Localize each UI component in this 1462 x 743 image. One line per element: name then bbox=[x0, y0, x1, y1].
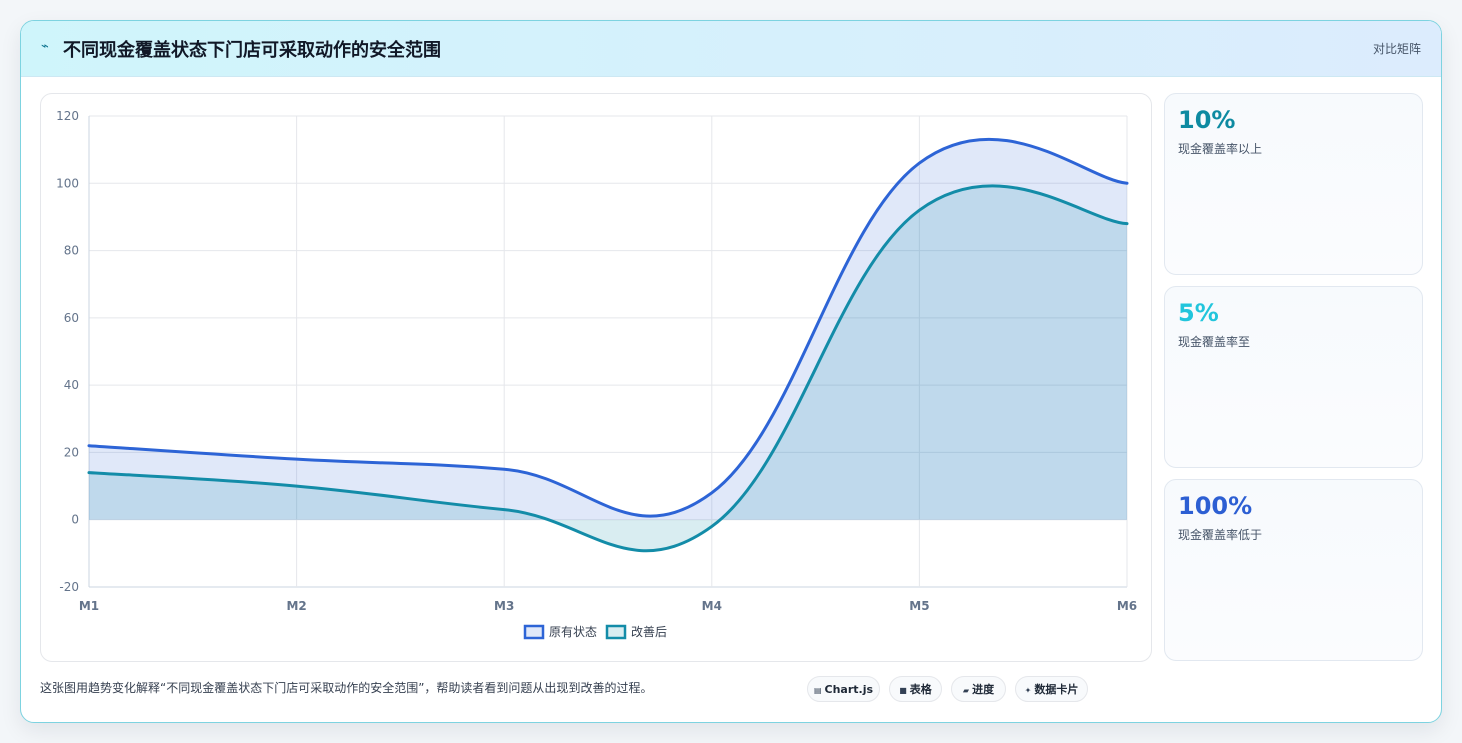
y-tick-label: -20 bbox=[59, 580, 79, 594]
chart-icon: ▤ bbox=[813, 686, 822, 695]
x-tick-label: M1 bbox=[79, 599, 99, 613]
table-icon: ■ bbox=[899, 686, 907, 695]
stat-label: 现金覆盖率至 bbox=[1178, 335, 1251, 349]
header-tag: 对比矩阵 bbox=[1372, 42, 1421, 56]
legend-label: 原有状态 bbox=[549, 625, 597, 639]
legend-swatch bbox=[523, 624, 545, 640]
stat-card-1: 10% 现金覆盖率以上 bbox=[1164, 93, 1423, 275]
chip-progress[interactable]: ▰ 进度 bbox=[951, 676, 1006, 702]
stat-card-2: 5% 现金覆盖率至 bbox=[1164, 286, 1423, 468]
legend-label: 改善后 bbox=[631, 624, 667, 639]
chart-caption: 这张图用趋势变化解释“不同现金覆盖状态下门店可采取动作的安全范围”，帮助读者看到… bbox=[40, 681, 653, 695]
chart-area: -20 0 20 40 60 80 100 120 M1 M2 M3 M4 M5 M6 原有状态 改善后 bbox=[56, 109, 1137, 640]
sparkle-icon: ✦ bbox=[1024, 686, 1032, 695]
page-title: 不同现金覆盖状态下门店可采取动作的安全范围 bbox=[63, 40, 441, 61]
y-tick-label: 60 bbox=[64, 311, 79, 325]
progress-icon: ▰ bbox=[962, 686, 970, 695]
chip-table[interactable]: ■ 表格 bbox=[889, 676, 942, 702]
y-tick-label: 0 bbox=[71, 513, 79, 527]
card-header: ⌁ 不同现金覆盖状态下门店可采取动作的安全范围 对比矩阵 bbox=[21, 21, 1441, 77]
chart-panel: -20 0 20 40 60 80 100 120 M1 M2 M3 M4 M5 M6 原有状态 改善后 bbox=[40, 93, 1152, 662]
y-tick-label: 80 bbox=[64, 244, 79, 258]
series-area bbox=[89, 185, 1127, 551]
chip-chartjs[interactable]: ▤ Chart.js bbox=[807, 676, 880, 702]
series-line bbox=[87, 137, 1129, 518]
x-tick-label: M5 bbox=[909, 599, 929, 613]
stat-value: 5% bbox=[1178, 299, 1219, 327]
stat-label: 现金覆盖率低于 bbox=[1178, 528, 1263, 542]
y-tick-label: 40 bbox=[64, 378, 79, 392]
stat-value: 10% bbox=[1178, 106, 1236, 134]
y-tick-label: 120 bbox=[56, 109, 79, 123]
dashboard-card: ⌁ 不同现金覆盖状态下门店可采取动作的安全范围 对比矩阵 -20 0 20 40 60 8… bbox=[20, 20, 1442, 723]
x-tick-label: M3 bbox=[494, 599, 514, 613]
x-tick-label: M6 bbox=[1117, 599, 1137, 613]
bolt-icon: ⌁ bbox=[41, 39, 49, 54]
chip-data-cards[interactable]: ✦ 数据卡片 bbox=[1015, 676, 1088, 702]
series-area bbox=[89, 139, 1127, 520]
legend-swatch bbox=[605, 624, 627, 640]
x-tick-label: M2 bbox=[286, 599, 306, 613]
series-line bbox=[87, 184, 1129, 553]
x-tick-label: M4 bbox=[702, 599, 722, 613]
y-tick-label: 20 bbox=[64, 445, 79, 459]
stat-value: 100% bbox=[1178, 492, 1253, 520]
stat-label: 现金覆盖率以上 bbox=[1178, 142, 1263, 156]
y-tick-label: 100 bbox=[56, 176, 79, 190]
stat-card-3: 100% 现金覆盖率低于 bbox=[1164, 479, 1423, 661]
